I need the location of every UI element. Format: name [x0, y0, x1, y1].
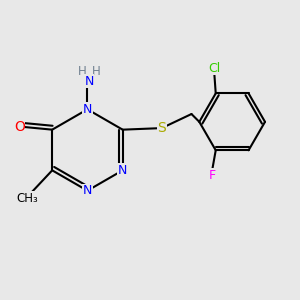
Text: N: N — [118, 164, 127, 177]
Text: CH₃: CH₃ — [16, 192, 38, 205]
Text: O: O — [14, 119, 25, 134]
Text: N: N — [83, 184, 92, 197]
Text: N: N — [84, 75, 94, 88]
Text: Cl: Cl — [208, 62, 220, 75]
Text: H: H — [78, 65, 86, 78]
Text: F: F — [208, 169, 215, 182]
Text: N: N — [83, 103, 92, 116]
Text: H: H — [92, 65, 100, 78]
Text: S: S — [158, 121, 166, 135]
